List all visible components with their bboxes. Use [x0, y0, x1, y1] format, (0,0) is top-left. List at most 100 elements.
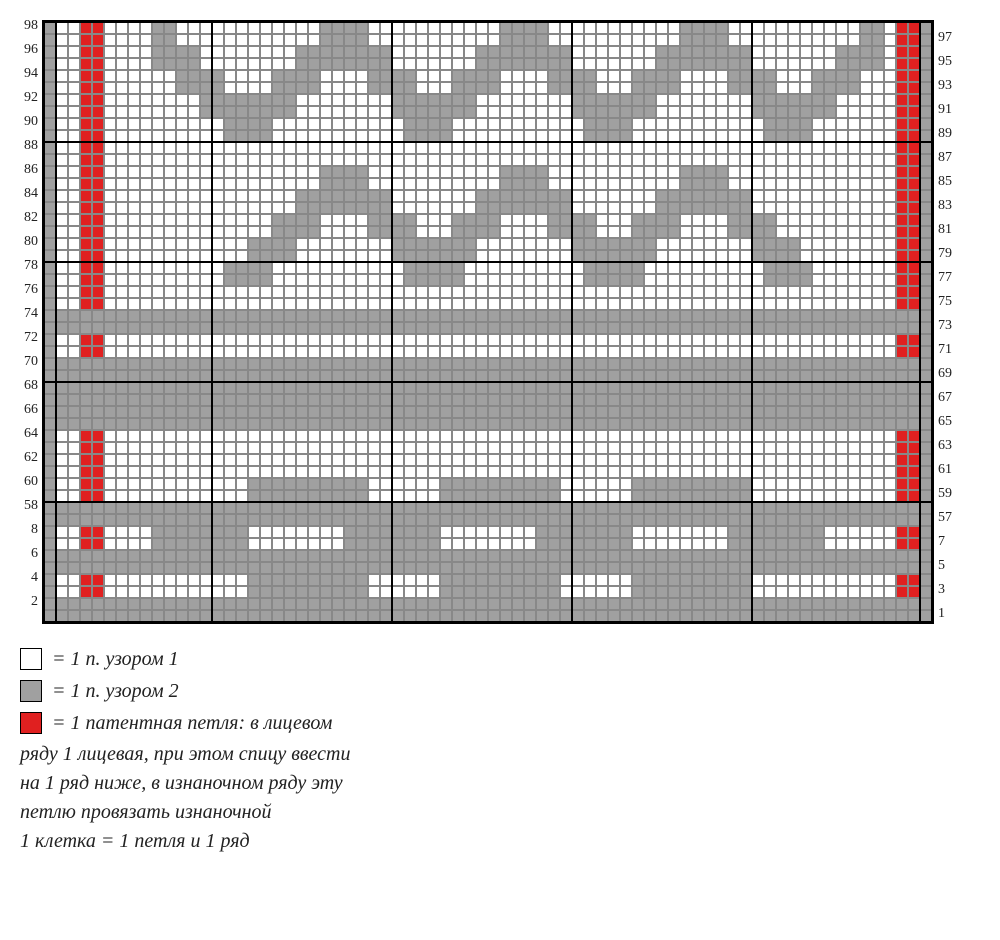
grid-row — [44, 142, 932, 154]
grid-row — [44, 346, 932, 358]
row-label: 7 — [938, 536, 945, 548]
grid-row — [44, 322, 932, 334]
row-label: 66 — [24, 404, 38, 416]
grid-row — [44, 94, 932, 106]
row-label: 79 — [938, 248, 952, 260]
row-label: 95 — [938, 56, 952, 68]
grid-row — [44, 166, 932, 178]
row-label: 6 — [31, 548, 38, 560]
row-label: 61 — [938, 464, 952, 476]
footnote-line: 1 клетка = 1 петля и 1 ряд — [20, 827, 980, 856]
row-label: 62 — [24, 452, 38, 464]
grid-row — [44, 538, 932, 550]
row-label: 65 — [938, 416, 952, 428]
grid-row — [44, 298, 932, 310]
grid-row — [44, 418, 932, 430]
legend-footnote: ряду 1 лицевая, при этом спицу ввести на… — [20, 740, 980, 856]
grid-row — [44, 154, 932, 166]
row-label: 70 — [24, 356, 38, 368]
row-label: 74 — [24, 308, 38, 320]
grid-row — [44, 334, 932, 346]
grid-row — [44, 382, 932, 394]
grid-row — [44, 106, 932, 118]
grid-row — [44, 526, 932, 538]
footnote-line: на 1 ряд ниже, в изнаночном ряду эту — [20, 769, 980, 798]
grid-row — [44, 274, 932, 286]
row-label: 1 — [938, 608, 945, 620]
row-label: 60 — [24, 476, 38, 488]
grid-row — [44, 478, 932, 490]
grid-row — [44, 358, 932, 370]
row-label: 90 — [24, 116, 38, 128]
row-label: 80 — [24, 236, 38, 248]
row-label: 84 — [24, 188, 38, 200]
grid-row — [44, 118, 932, 130]
row-label: 77 — [938, 272, 952, 284]
swatch-red — [20, 712, 42, 734]
row-label: 59 — [938, 488, 952, 500]
grid-row — [44, 70, 932, 82]
footnote-line: ряду 1 лицевая, при этом спицу ввести — [20, 740, 980, 769]
right-row-labels: 9795939189878583817977757371696765636159… — [934, 20, 956, 620]
grid-row — [44, 598, 932, 610]
row-label: 73 — [938, 320, 952, 332]
knitting-chart: 9896949290888684828078767472706866646260… — [20, 20, 980, 624]
grid-row — [44, 370, 932, 382]
row-label: 97 — [938, 32, 952, 44]
row-label: 87 — [938, 152, 952, 164]
pattern-grid — [42, 20, 934, 624]
row-label: 57 — [938, 512, 952, 524]
grid-row — [44, 286, 932, 298]
legend-text: = 1 п. узором 2 — [52, 676, 179, 706]
row-label: 58 — [24, 500, 38, 512]
footnote-line: петлю провязать изнаночной — [20, 798, 980, 827]
legend-item-red: = 1 патентная петля: в лицевом — [20, 708, 980, 738]
grid-row — [44, 442, 932, 454]
grid-row — [44, 310, 932, 322]
grid-row — [44, 250, 932, 262]
grid-row — [44, 586, 932, 598]
row-label: 3 — [938, 584, 945, 596]
left-row-labels: 9896949290888684828078767472706866646260… — [20, 20, 42, 620]
grid-row — [44, 46, 932, 58]
legend-text: = 1 п. узором 1 — [52, 644, 179, 674]
row-label: 82 — [24, 212, 38, 224]
legend-item-white: = 1 п. узором 1 — [20, 644, 980, 674]
grid-row — [44, 406, 932, 418]
grid-row — [44, 22, 932, 34]
row-label: 85 — [938, 176, 952, 188]
row-label: 93 — [938, 80, 952, 92]
grid-row — [44, 502, 932, 514]
row-label: 64 — [24, 428, 38, 440]
grid-row — [44, 610, 932, 622]
grid-row — [44, 562, 932, 574]
row-label: 86 — [24, 164, 38, 176]
grid-row — [44, 238, 932, 250]
row-label: 78 — [24, 260, 38, 272]
grid-row — [44, 190, 932, 202]
row-label: 2 — [31, 596, 38, 608]
grid-row — [44, 58, 932, 70]
grid-row — [44, 226, 932, 238]
row-label: 81 — [938, 224, 952, 236]
legend-text: = 1 патентная петля: в лицевом — [52, 708, 332, 738]
grid-row — [44, 574, 932, 586]
grid-row — [44, 394, 932, 406]
row-label: 68 — [24, 380, 38, 392]
grid-row — [44, 214, 932, 226]
grid-row — [44, 430, 932, 442]
row-label: 88 — [24, 140, 38, 152]
row-label: 8 — [31, 524, 38, 536]
row-label: 98 — [24, 20, 38, 32]
row-label: 4 — [31, 572, 38, 584]
grid-row — [44, 130, 932, 142]
row-label: 63 — [938, 440, 952, 452]
grid-row — [44, 454, 932, 466]
swatch-grey — [20, 680, 42, 702]
swatch-white — [20, 648, 42, 670]
row-label: 89 — [938, 128, 952, 140]
row-label: 72 — [24, 332, 38, 344]
row-label: 5 — [938, 560, 945, 572]
grid-row — [44, 514, 932, 526]
row-label: 92 — [24, 92, 38, 104]
